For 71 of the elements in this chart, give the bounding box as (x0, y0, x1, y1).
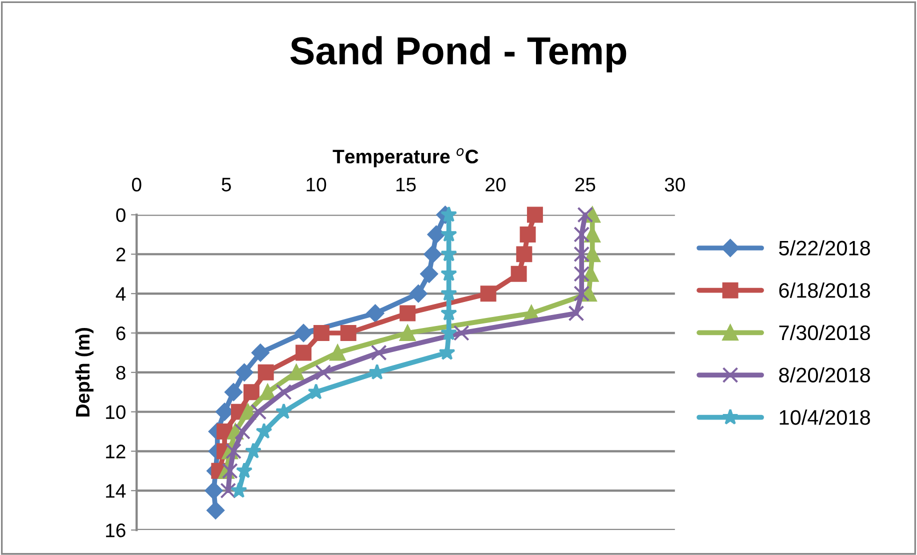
y-tick-label: 8 (116, 366, 126, 380)
point (206, 501, 224, 520)
y-tick-label: 6 (116, 326, 126, 340)
point (250, 404, 267, 420)
point (568, 305, 584, 322)
legend-label: 8/20/2018 (779, 367, 870, 383)
point (313, 325, 330, 341)
x-axis-title: Temperature $^{o}$C (332, 148, 478, 168)
point (236, 462, 253, 478)
point (294, 324, 312, 342)
point (296, 344, 312, 361)
point (520, 226, 536, 242)
point (288, 364, 304, 380)
chart-title: Sand Pond - Temp (290, 36, 626, 72)
y-tick-label: 2 (116, 248, 126, 262)
legend-label: 10/4/2018 (780, 410, 870, 425)
x-tick-label: 5 (222, 178, 231, 192)
point (400, 325, 416, 341)
x-tick-label: 10 (306, 178, 326, 192)
point (366, 304, 384, 322)
y-axis-title: Depth (m) (75, 328, 94, 416)
point (453, 325, 470, 341)
y-tick-label: 16 (106, 523, 126, 538)
point (400, 305, 416, 322)
point (230, 482, 248, 498)
point (424, 245, 442, 264)
x-tick-label: 15 (396, 178, 416, 192)
point (574, 266, 590, 282)
point (275, 403, 292, 420)
point (235, 364, 254, 382)
x-tick-label: 20 (486, 178, 506, 192)
y-tick-label: 0 (116, 208, 126, 222)
legend-label: 7/30/2018 (779, 324, 870, 340)
y-tick-label: 12 (106, 444, 126, 458)
point (204, 482, 223, 500)
point (574, 226, 590, 242)
point (526, 206, 543, 223)
x-tick-label: 25 (575, 178, 596, 192)
point (440, 206, 458, 222)
point (220, 482, 236, 499)
point (577, 206, 594, 223)
legend-label: 6/18/2018 (779, 282, 870, 298)
point (234, 424, 250, 440)
point (315, 364, 332, 380)
point (258, 364, 274, 380)
y-tick-label: 4 (116, 287, 126, 301)
point (409, 284, 428, 302)
point (420, 264, 438, 283)
point (330, 344, 346, 361)
point (480, 286, 496, 302)
y-tick-label: 14 (106, 484, 126, 498)
point (427, 226, 446, 244)
point (276, 384, 292, 400)
point (244, 442, 262, 458)
point (252, 344, 270, 362)
point (574, 246, 590, 262)
point (222, 462, 238, 479)
point (256, 422, 272, 439)
point (224, 383, 242, 402)
point (226, 443, 242, 460)
point (574, 286, 590, 302)
y-tick-label: 10 (106, 405, 126, 420)
point (510, 266, 527, 282)
point (243, 384, 260, 400)
point (340, 325, 356, 341)
point (516, 246, 532, 262)
x-tick-label: 30 (664, 178, 685, 192)
legend-label: 5/22/2018 (779, 240, 870, 256)
point (370, 344, 387, 361)
x-tick-label: 0 (132, 178, 142, 192)
point (260, 384, 276, 400)
